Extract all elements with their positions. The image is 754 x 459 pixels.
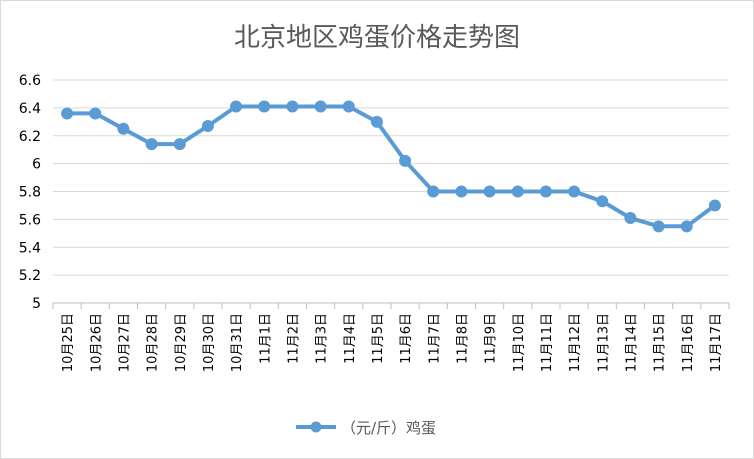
x-tick-label: 10月27日 — [117, 313, 132, 372]
data-point — [399, 154, 412, 167]
x-tick-label: 11月8日 — [455, 313, 470, 364]
y-tick-label: 5.2 — [19, 268, 41, 284]
data-point — [427, 185, 440, 198]
data-point — [568, 185, 581, 198]
y-tick-label: 5.8 — [19, 185, 41, 201]
series-line — [65, 104, 717, 229]
x-tick-label: 11月6日 — [399, 313, 414, 364]
data-point — [286, 100, 299, 113]
y-tick-label: 6.6 — [19, 73, 41, 89]
x-tick-label: 10月30日 — [202, 313, 217, 372]
x-tick-label: 11月17日 — [709, 313, 724, 372]
x-tick-label: 11月1日 — [258, 313, 273, 364]
data-point — [455, 185, 468, 198]
data-point — [624, 211, 637, 224]
data-point — [511, 185, 524, 198]
data-point — [61, 107, 74, 120]
x-tick-label: 10月29日 — [174, 313, 189, 372]
data-point — [145, 138, 158, 151]
x-tick-label: 11月4日 — [343, 313, 358, 364]
x-axis-ticks: 10月25日 10月26日 10月27日 10月28日 10月29日 10月30日 10月3… — [61, 313, 724, 372]
x-tick-label: 11月7日 — [427, 313, 442, 364]
x-tick-label: 10月31日 — [230, 313, 245, 372]
x-tick-label: 11月5日 — [371, 313, 386, 364]
data-point — [342, 100, 355, 113]
series-eggs — [61, 100, 721, 233]
y-tick-label: 5 — [32, 296, 41, 312]
x-axis — [52, 302, 730, 309]
x-tick-label: 10月26日 — [89, 313, 104, 372]
data-point — [201, 119, 214, 132]
legend-point-marker — [310, 421, 322, 433]
x-tick-label: 10月25日 — [61, 313, 76, 372]
data-point — [230, 100, 243, 113]
y-tick-label: 5.4 — [19, 240, 41, 256]
data-point — [652, 220, 665, 233]
x-tick-label: 11月9日 — [484, 313, 499, 364]
y-tick-label: 6 — [32, 157, 41, 173]
legend-label: （元/斤）鸡蛋 — [341, 419, 436, 437]
x-tick-label: 11月11日 — [540, 313, 555, 372]
legend: （元/斤）鸡蛋 — [296, 419, 436, 437]
chart-title: 北京地区鸡蛋价格走势图 — [234, 23, 520, 53]
y-tick-label: 6.2 — [19, 129, 41, 145]
data-point — [370, 115, 383, 128]
data-point — [258, 100, 271, 113]
data-point — [314, 100, 327, 113]
data-point — [483, 185, 496, 198]
data-point — [117, 122, 130, 135]
y-tick-label: 5.6 — [19, 212, 41, 228]
x-tick-label: 11月12日 — [568, 313, 583, 372]
y-axis-ticks: 5 5.2 5.4 5.6 5.8 6 6.2 6.4 6.6 — [19, 73, 41, 312]
x-tick-label: 11月10日 — [512, 313, 527, 372]
gridlines — [53, 79, 729, 304]
x-tick-label: 11月16日 — [681, 313, 696, 372]
x-tick-label: 11月3日 — [315, 313, 330, 364]
data-point — [173, 138, 186, 151]
data-point — [539, 185, 552, 198]
x-tick-label: 11月13日 — [596, 313, 611, 372]
y-tick-label: 6.4 — [19, 101, 41, 117]
data-point — [680, 220, 693, 233]
data-point — [89, 107, 102, 120]
data-point — [708, 199, 721, 212]
data-point — [596, 195, 609, 208]
x-tick-label: 10月28日 — [146, 313, 161, 372]
x-tick-label: 11月14日 — [624, 313, 639, 372]
x-tick-label: 11月2日 — [286, 313, 301, 364]
x-tick-label: 11月15日 — [653, 313, 668, 372]
